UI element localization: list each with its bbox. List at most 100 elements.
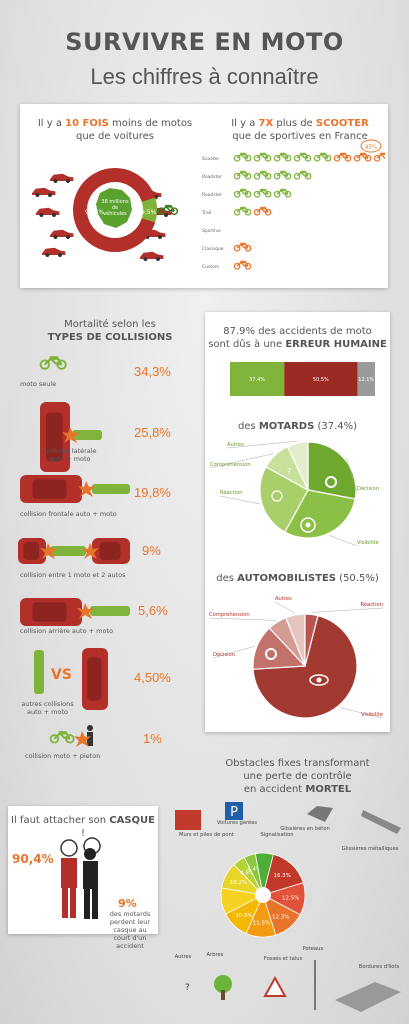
collision-two-cars-spark1 [40,543,57,559]
helmet-pct-big: 90,4% [12,852,54,866]
helmet-icon [60,839,78,857]
bar-segment-2 [357,362,375,396]
bar-label-2: 12.1% [358,377,374,383]
stopwatch-icon [271,490,283,502]
motos-pct-label: 9,5% [141,209,157,216]
obstacle-value-7: 4.8% [240,870,254,876]
speech-bubble: 45% [360,139,382,153]
moto-type-1-green-2 [273,170,292,180]
obstacles-chart: 16.3% 12.5% 12.3%11.5%10.9% 10.2% 4.8%4.4% Gl… [175,802,401,1012]
collision-pct-3: 9% [142,543,161,558]
moto-type-0-orange-0 [333,152,352,162]
cars-pct-label: 90,5% [85,209,104,216]
collision-pct-5: 4,50% [134,670,171,685]
moto-type-0-green-0 [233,152,252,162]
collision-pct-6: 1% [143,731,162,746]
collision-pct-0: 34,3% [134,364,171,379]
human-error-title: 87.9% des accidents de moto sont dûs à u… [208,326,387,350]
collision-pct-1: 25,8% [134,425,171,440]
collision-pedestrian-spark [74,731,91,747]
obstacle-label-1: Glissières métalliques [342,845,399,852]
bar-segment-1 [284,362,358,396]
collision-rear-spark [77,603,94,619]
moto-type-3-green-0 [233,206,252,216]
cars-vs-motos-title: Il y a 10 FOIS moins de motos que de voi… [37,118,193,142]
helmet-pct-small: 9% [118,897,137,910]
auto-label-3: Autres [275,596,292,602]
car-icon-3 [50,173,74,183]
obstacle-label-4: Fossés et talus [264,955,303,962]
collision-pct-2: 19,8% [134,485,171,500]
motards-slice-0 [307,441,357,500]
collision-two-cars-spark2 [82,543,99,559]
automobilistes-pie: Visibilité Décision Compréhension Autres Réa… [208,596,384,719]
collisions-illustrations [18,356,130,747]
bar-segment-0 [230,362,285,396]
moto-type-label-2: Roadster [202,192,222,198]
obstacle-label-5: Arbres [207,952,224,958]
collision-pct-4: 5,6% [138,603,168,618]
motards-label-1: Visibilité [357,539,379,546]
moto-type-5-orange-0 [233,242,252,252]
vs-text: VS [51,667,72,683]
moto-type-label-3: Trail [201,210,211,216]
gears-icon-auto [265,648,277,660]
gears-icon [325,476,337,488]
moto-type-0-green-4 [313,152,332,162]
collision-two-cars-moto [50,546,86,556]
moto-type-label-4: Sportive [202,228,221,234]
page-title: SURVIVRE EN MOTO [65,28,344,56]
obstacles-title: Obstacles fixes transformant une perte d… [225,758,370,795]
moto-icon-donut [157,204,179,216]
collision-lateral-moto [72,430,102,440]
obstacle-label-9: Signalisation [260,832,293,838]
helmet-figures [60,837,101,919]
bubble-label: 45% [365,145,377,151]
moto-type-0-green-3 [293,152,312,162]
parking-icon [225,802,243,820]
obstacle-value-3: 11.5% [253,921,270,927]
moto-types-chart: Scooter Roadster Roadster Trail Sportive Clas… [201,152,385,270]
helmet-text: des motards perdent leur casque au court… [109,910,151,950]
motards-slice-4 [286,441,309,491]
moto-type-2-green-2 [273,188,292,198]
moto-type-1-green-1 [253,170,272,180]
curb-icon [335,982,401,1012]
motards-label-4: Autres [227,442,244,448]
collision-label-6: collision moto + pieton [25,752,101,760]
obstacle-value-2: 12.3% [272,914,289,920]
bar-label-0: 37.4% [249,377,265,383]
collision-label-1: collision latérale auto + moto [43,447,97,463]
moto-type-3-orange-0 [253,206,272,216]
moto-type-2-green-1 [253,188,272,198]
eye-icon-auto [309,674,329,686]
motards-slice-2 [259,466,309,533]
question-icon: ? [287,467,291,476]
cars-donut: 90,5% 9,5% [32,168,179,261]
collision-pedestrian-moto [49,731,75,744]
collision-label-5: autres collisions auto + moto [21,700,74,716]
obstacle-value-6: 10.2% [230,880,247,886]
collision-other-moto [34,650,44,694]
obstacle-label-6: Autres [175,954,192,960]
head-icon [84,848,96,860]
motards-title: des MOTARDS (37.4%) [237,421,358,432]
motards-slice-1 [284,489,356,539]
motards-pie: Décision Visibilité Réaction Compréhension A… [209,440,379,547]
eye-icon [300,517,316,533]
collision-lateral-spark [62,427,79,443]
wall-icon [175,810,201,830]
warning-sign-icon [263,975,287,997]
obstacle-label-2: Bordures d'îlots [359,963,400,970]
collision-label-3: collision entre 1 moto et 2 autos [20,571,126,579]
moto-type-label-0: Scooter [202,156,219,162]
collision-frontal-spark [78,481,95,497]
car-icon-5 [50,229,74,239]
moto-type-0-orange-1 [353,152,372,162]
moto-type-0-green-1 [253,152,272,162]
france-map-icon [96,188,132,228]
moto-type-1-green-3 [293,170,312,180]
auto-slice-0 [252,614,358,719]
moto-type-0-green-2 [273,152,292,162]
helmet-title: Il faut attacher son CASQUE ! [11,815,155,839]
